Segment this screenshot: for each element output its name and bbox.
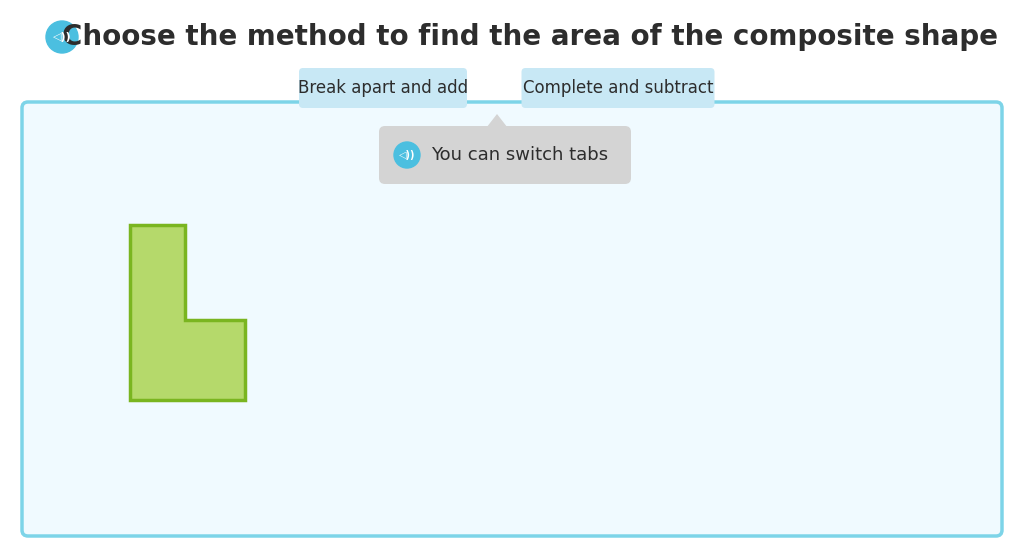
FancyBboxPatch shape (299, 68, 467, 108)
Polygon shape (483, 114, 511, 132)
Circle shape (394, 142, 420, 168)
FancyBboxPatch shape (521, 68, 715, 108)
Text: ◁)): ◁)) (52, 32, 72, 42)
Text: Complete and subtract: Complete and subtract (522, 79, 714, 97)
Text: You can switch tabs: You can switch tabs (431, 146, 608, 164)
Circle shape (46, 21, 78, 53)
FancyBboxPatch shape (379, 126, 631, 184)
FancyBboxPatch shape (22, 102, 1002, 536)
Text: Break apart and add: Break apart and add (298, 79, 468, 97)
Text: ◁)): ◁)) (398, 150, 416, 160)
Polygon shape (130, 225, 245, 400)
Text: Choose the method to find the area of the composite shape: Choose the method to find the area of th… (62, 23, 998, 51)
